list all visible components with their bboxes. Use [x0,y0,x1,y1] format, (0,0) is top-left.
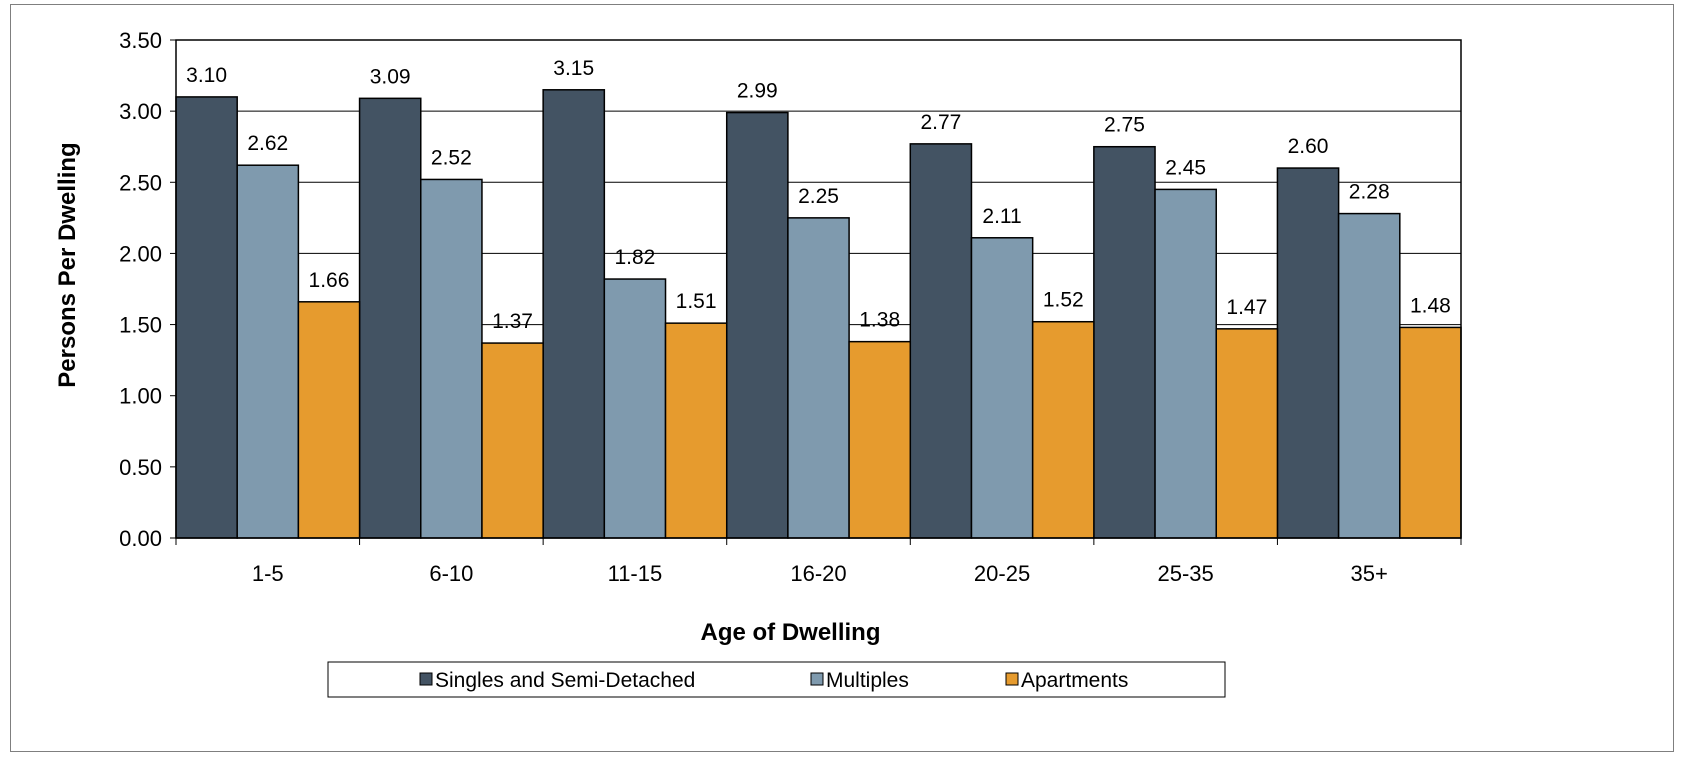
bar [1399,326,1462,539]
data-label: 3.15 [553,57,594,80]
y-tick-label: 2.00 [119,241,162,266]
bar [1031,320,1095,539]
legend-swatch [810,672,824,686]
bar [1215,328,1279,539]
axes: 0.00 0.50 1.00 1.50 2.00 2.50 3.00 3.50 1-5 6-10 1… [119,28,1462,586]
bar [420,178,483,539]
data-labels: 3.10 3.09 3.15 2.99 2.77 2.75 2.60 2.62 2.52 1.82… [186,57,1451,333]
plot-border [175,39,1462,539]
data-label: 2.77 [920,111,961,134]
bar [787,217,850,539]
legend-swatch [1005,672,1019,686]
data-label: 2.99 [737,80,778,103]
legend: Singles and Semi-Detached Multiples Apartm… [327,661,1226,698]
data-label: 1.38 [859,309,900,332]
data-label: 1.52 [1043,289,1084,312]
legend-box [327,661,1226,698]
bar [1337,212,1401,539]
x-tick-label: 25-35 [1158,561,1214,586]
data-label: 2.60 [1288,135,1329,158]
data-label: 2.11 [982,205,1021,228]
y-tick-label: 2.50 [119,170,162,195]
data-label: 3.09 [370,65,411,88]
bar [664,322,728,539]
bar [1154,188,1217,539]
data-label: 1.82 [614,246,655,269]
data-label: 1.37 [492,310,533,333]
x-tick-label: 35+ [1351,561,1388,586]
bar [297,301,361,539]
data-label: 1.51 [676,290,717,313]
y-axis-title: Persons Per Dwelling [54,142,81,387]
bar [909,143,973,539]
y-tick-label: 0.00 [119,526,162,551]
data-label: 2.45 [1165,156,1206,179]
x-tick-label: 1-5 [252,561,284,586]
x-tick-label: 20-25 [974,561,1030,586]
y-tick-label: 1.50 [119,313,162,338]
data-label: 2.75 [1104,114,1145,137]
legend-swatch [419,672,433,686]
bar [1276,167,1340,539]
legend-label: Apartments [1021,669,1128,692]
bar [603,278,667,539]
bar [848,340,912,539]
bar [725,111,789,539]
bar [542,89,606,539]
data-label: 3.10 [186,64,227,87]
bar [236,164,300,539]
legend-label: Multiples [826,669,909,692]
bar [1093,145,1156,539]
x-axis-title: Age of Dwelling [701,619,881,646]
data-label: 1.48 [1410,294,1451,317]
y-tick-label: 0.50 [119,455,162,480]
y-tick-label: 1.00 [119,384,162,409]
bar [358,97,422,539]
x-tick-label: 11-15 [608,561,663,586]
bar [970,237,1034,539]
data-label: 2.25 [798,185,839,208]
x-tick-label: 6-10 [429,561,473,586]
data-label: 2.52 [431,146,472,169]
bar [175,96,238,539]
data-label: 1.47 [1226,296,1267,319]
bar [481,342,544,539]
x-tick-label: 16-20 [790,561,846,586]
legend-label: Singles and Semi-Detached [435,669,695,692]
data-label: 2.28 [1349,181,1390,204]
data-label: 1.66 [309,269,350,292]
y-tick-label: 3.00 [119,99,162,124]
y-tick-label: 3.50 [119,28,162,53]
data-label: 2.62 [247,132,288,155]
